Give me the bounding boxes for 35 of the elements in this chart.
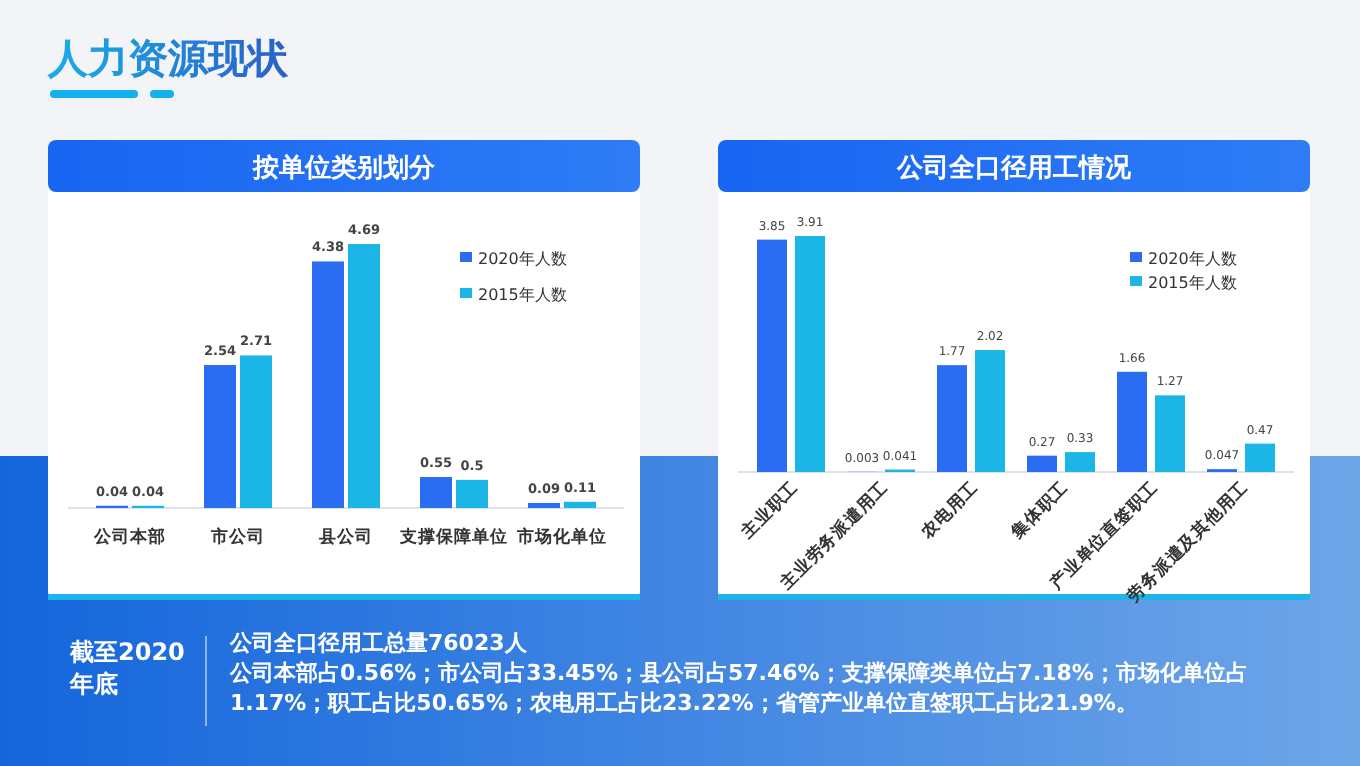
bar [1245,443,1275,472]
x-tick-label: 市公司 [209,526,265,548]
bar [1027,455,1057,472]
legend-label: 2020年人数 [478,250,567,268]
text: 公司本部占0.56%；市公司占33.45%；县公司占57.46%；支撑保障类单位占7.18%；市场化单位占1.17%；职工占比50.65%；农电用工占比23.22%；省管产业单位直签职工占比21.9%。 [230,658,1250,718]
bar [757,239,787,472]
bar [240,355,272,508]
bar [348,244,380,508]
text: 人力资源现状 [46,34,290,82]
x-tick-label: 主业职工 [735,476,804,545]
bar [420,477,452,508]
bar [937,365,967,472]
bar [1155,395,1185,472]
x-tick-label: 支撑保障单位 [398,526,508,548]
bar [975,350,1005,472]
x-tick-label: 公司本部 [92,526,166,548]
chart-title: 公司全口径用工情况 [895,154,1133,184]
x-tick-label: 县公司 [317,526,373,548]
bar [1117,371,1147,472]
x-tick-label: 市场化单位 [515,526,607,548]
chart-title: 按单位类别划分 [251,152,437,184]
bar [564,501,596,508]
legend-label: 2015年人数 [478,286,567,304]
bar [204,365,236,508]
x-tick-label: 农电用工 [915,476,984,545]
bar [528,502,560,508]
text: 截至2020年底 [70,636,186,700]
x-tick-label: 集体职工 [1005,476,1074,545]
legend-label: 2020年人数 [1148,250,1237,268]
text: 公司全口径用工总量76023人 [230,628,529,658]
bar [795,236,825,472]
legend-label: 2015年人数 [1148,274,1237,292]
bar [1065,452,1095,472]
bar [312,261,344,508]
bar [456,479,488,508]
